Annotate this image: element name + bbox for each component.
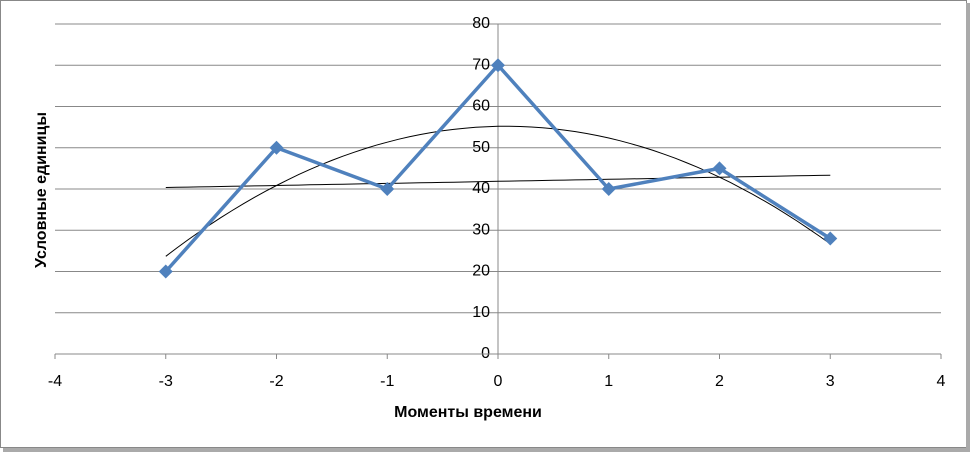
y-tick-label: 20 [472,263,490,280]
x-tick-label: 4 [937,373,946,390]
x-tick-label: -1 [380,373,394,390]
y-tick-label: 50 [472,139,490,156]
x-tick-label: 1 [604,373,613,390]
marker [158,264,173,279]
y-tick-label: 60 [472,98,490,115]
marker [491,58,505,73]
y-tick-label: 10 [472,304,490,321]
marker [269,140,284,155]
y-tick-label: 30 [472,221,490,238]
shadow [966,3,970,451]
y-tick-label: 40 [472,180,490,197]
x-tick-label: -4 [48,373,62,390]
trendline [165,125,831,257]
x-tick-label: -2 [269,373,283,390]
x-tick-label: 3 [826,373,835,390]
x-tick-label: 0 [494,373,503,390]
x-axis-label: Моменты времени [394,404,542,421]
marker [823,231,838,246]
marker [712,161,727,176]
x-tick-label: 2 [715,373,724,390]
y-tick-label: 70 [472,56,490,73]
marker [601,182,616,196]
y-axis-label: Условные единицы [33,112,50,268]
x-tick-label: -3 [159,373,173,390]
y-tick-label: 80 [472,15,490,32]
shadow [3,448,970,452]
marker [380,182,395,196]
